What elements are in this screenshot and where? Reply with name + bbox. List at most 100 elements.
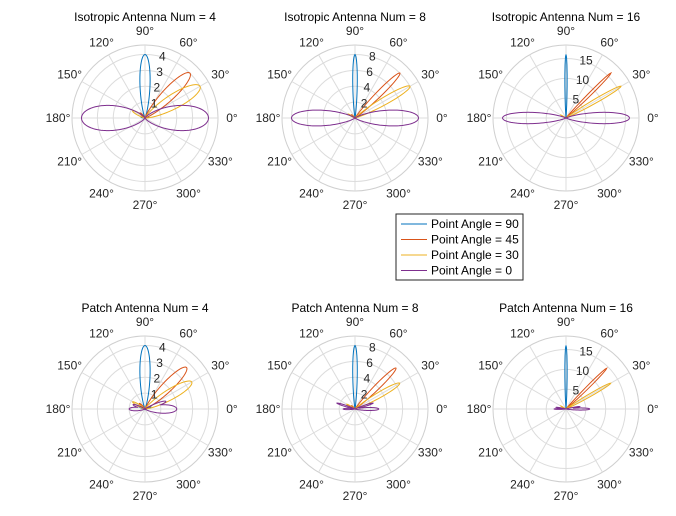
theta-grid-line: [529, 54, 567, 119]
theta-tick-label: 90°: [136, 315, 154, 329]
theta-grid-line: [502, 117, 567, 155]
theta-grid-line: [565, 54, 603, 119]
theta-tick-label: 210°: [57, 446, 82, 460]
theta-grid-line: [108, 117, 146, 182]
theta-tick-label: 120°: [299, 327, 324, 341]
theta-grid-line: [502, 81, 567, 119]
r-tick-label: 4: [364, 81, 371, 95]
theta-tick-label: 0°: [436, 402, 448, 416]
theta-tick-label: 270°: [343, 489, 368, 503]
theta-tick-label: 300°: [386, 477, 411, 491]
theta-grid-line: [565, 408, 630, 446]
theta-tick-label: 150°: [57, 68, 82, 82]
plot-title: Isotropic Antenna Num = 16: [492, 10, 641, 24]
polar-plot-5: Patch Antenna Num = 8 0° 30° 60° 90° 120° 150°…: [256, 301, 448, 503]
theta-tick-label: 90°: [346, 315, 364, 329]
theta-tick-label: 210°: [478, 446, 503, 460]
series-line: [336, 402, 380, 412]
series-line: [139, 72, 191, 119]
theta-tick-label: 180°: [46, 402, 71, 416]
theta-grid-line: [565, 81, 630, 119]
theta-grid-line: [81, 117, 146, 155]
theta-tick-label: 90°: [136, 24, 154, 38]
legend-entry-label: Point Angle = 90: [431, 217, 519, 231]
theta-tick-label: 240°: [89, 477, 114, 491]
polar-plot-1: Isotropic Antenna Num = 4 0° 30° 60° 90° 120°…: [46, 10, 238, 212]
r-tick-label: 5: [572, 383, 579, 397]
theta-tick-label: 150°: [57, 359, 82, 373]
theta-grid-line: [318, 54, 356, 119]
theta-tick-label: 300°: [176, 186, 201, 200]
theta-tick-label: 150°: [478, 359, 503, 373]
theta-grid-line: [291, 117, 356, 155]
theta-tick-label: 270°: [133, 198, 158, 212]
series-line: [128, 400, 178, 414]
r-tick-label: 2: [361, 96, 368, 110]
r-tick-label: 1: [151, 96, 158, 110]
theta-grid-line: [529, 345, 567, 410]
theta-grid-line: [529, 117, 567, 182]
theta-tick-label: 30°: [421, 68, 439, 82]
theta-tick-label: 330°: [629, 155, 654, 169]
theta-grid-line: [354, 372, 419, 410]
theta-tick-label: 0°: [226, 402, 238, 416]
r-tick-label: 6: [366, 65, 373, 79]
theta-grid-line: [108, 345, 146, 410]
theta-grid-line: [354, 117, 419, 155]
theta-grid-line: [565, 117, 603, 182]
theta-grid-line: [144, 408, 209, 446]
theta-grid-line: [565, 117, 630, 155]
theta-tick-label: 180°: [256, 111, 281, 125]
theta-tick-label: 210°: [478, 155, 503, 169]
r-tick-label: 8: [369, 340, 376, 354]
r-tick-label: 3: [156, 356, 163, 370]
r-tick-label: 2: [154, 81, 161, 95]
theta-grid-line: [354, 345, 392, 410]
series-line: [291, 109, 419, 127]
theta-tick-label: 150°: [267, 68, 292, 82]
plot-title: Patch Antenna Num = 4: [81, 301, 208, 315]
theta-tick-label: 300°: [597, 186, 622, 200]
r-tick-label: 4: [159, 340, 166, 354]
theta-grid-line: [144, 408, 182, 473]
theta-tick-label: 240°: [89, 186, 114, 200]
theta-grid-line: [529, 408, 567, 473]
r-tick-label: 10: [576, 364, 590, 378]
r-tick-label: 2: [154, 372, 161, 386]
theta-grid-line: [502, 372, 567, 410]
theta-tick-label: 300°: [176, 477, 201, 491]
theta-tick-label: 60°: [600, 36, 618, 50]
theta-grid-line: [354, 81, 419, 119]
legend-entry-label: Point Angle = 30: [431, 248, 519, 262]
theta-tick-label: 30°: [211, 359, 229, 373]
theta-tick-label: 330°: [418, 446, 443, 460]
r-tick-label: 2: [361, 387, 368, 401]
theta-tick-label: 60°: [179, 327, 197, 341]
theta-tick-label: 210°: [267, 155, 292, 169]
theta-tick-label: 30°: [632, 359, 650, 373]
series-line: [553, 406, 591, 411]
series-line: [81, 104, 209, 132]
plot-title: Isotropic Antenna Num = 8: [284, 10, 426, 24]
theta-tick-label: 240°: [510, 186, 535, 200]
theta-tick-label: 60°: [389, 36, 407, 50]
theta-grid-line: [354, 408, 392, 473]
theta-tick-label: 240°: [510, 477, 535, 491]
r-tick-label: 15: [579, 344, 593, 358]
theta-tick-label: 270°: [133, 489, 158, 503]
r-tick-label: 4: [364, 372, 371, 386]
theta-tick-label: 270°: [343, 198, 368, 212]
theta-tick-label: 0°: [647, 111, 659, 125]
theta-tick-label: 0°: [436, 111, 448, 125]
theta-tick-label: 120°: [510, 327, 535, 341]
theta-tick-label: 150°: [267, 359, 292, 373]
theta-tick-label: 0°: [647, 402, 659, 416]
polar-plot-2: Isotropic Antenna Num = 8 0° 30° 60° 90° 120°…: [256, 10, 448, 212]
legend-box: [395, 213, 524, 281]
theta-grid-line: [291, 81, 356, 119]
theta-grid-line: [108, 408, 146, 473]
r-tick-label: 4: [159, 49, 166, 63]
theta-grid-line: [291, 372, 356, 410]
theta-tick-label: 0°: [226, 111, 238, 125]
